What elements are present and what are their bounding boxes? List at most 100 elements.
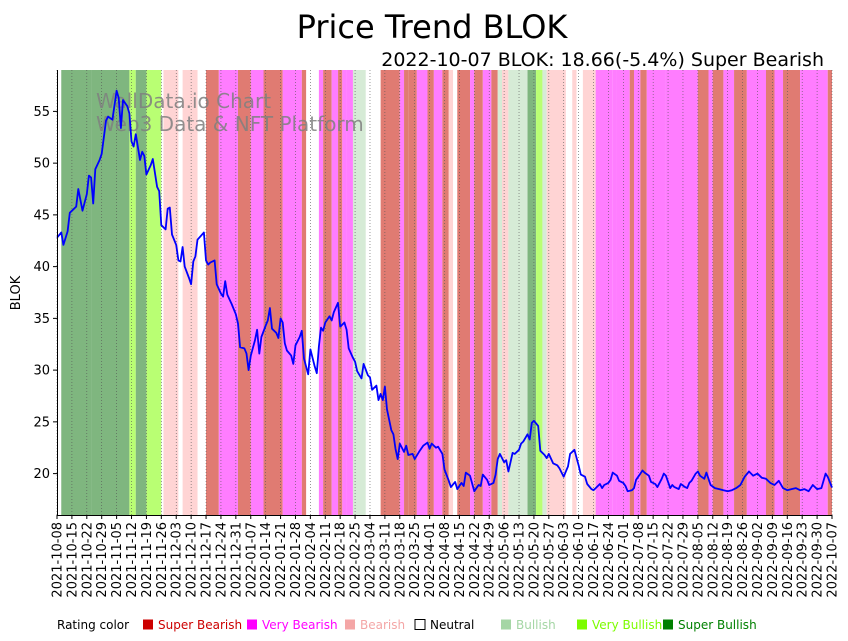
legend-item-label: Bearish [360, 618, 405, 632]
rating-band [457, 70, 471, 515]
rating-band [665, 70, 698, 515]
legend-item-label: Very Bullish [592, 618, 662, 632]
rating-band [542, 70, 547, 515]
rating-band [527, 70, 537, 515]
legend-swatch [345, 619, 355, 630]
watermark-line-2: Web3 Data & NFT Platform [96, 112, 364, 136]
rating-band [433, 70, 443, 515]
y-tick-label: 20 [33, 467, 50, 482]
watermark: WallData.io Chart Web3 Data & NFT Platfo… [96, 89, 364, 136]
watermark-line-1: WallData.io Chart [96, 89, 271, 113]
rating-band [629, 70, 634, 515]
rating-band [163, 70, 179, 515]
legend-swatch [414, 619, 426, 630]
legend-swatch [577, 619, 587, 630]
x-tick-label: 2021-12-10 [185, 522, 200, 598]
x-tick-label: 2022-02-18 [334, 522, 349, 598]
x-tick-label: 2021-12-31 [229, 522, 244, 598]
x-tick-label: 2022-09-16 [781, 522, 796, 598]
legend-label: Rating color [57, 618, 129, 632]
y-axis-label: BLOK [9, 275, 24, 310]
rating-band [595, 70, 613, 515]
x-tick-label: 2022-03-25 [408, 522, 423, 598]
vertical-gridlines [56, 70, 833, 515]
x-tick-label: 2022-03-11 [378, 522, 393, 598]
legend-item-label: Super Bullish [678, 618, 757, 632]
rating-band [380, 70, 400, 515]
rating-band [331, 70, 339, 515]
rating-band [497, 70, 502, 515]
rating-band [827, 70, 832, 515]
x-tick-label: 2022-07-01 [617, 522, 632, 598]
x-tick-label: 2022-08-19 [721, 522, 736, 598]
rating-band [399, 70, 405, 515]
price-line [56, 89, 833, 493]
rating-band [342, 70, 347, 515]
rating-band [633, 70, 641, 515]
x-tick-label: 2022-01-07 [244, 522, 259, 598]
rating-band [318, 70, 324, 515]
rating-band [783, 70, 801, 515]
x-tick-label: 2022-07-22 [662, 522, 677, 598]
x-tick-label: 2022-09-30 [811, 522, 826, 598]
x-tick-label: 2022-03-04 [363, 522, 378, 598]
rating-band [546, 70, 566, 515]
rating-band [404, 70, 409, 515]
x-tick-label: 2021-12-03 [170, 522, 185, 598]
chart-title: Price Trend BLOK [297, 8, 569, 46]
rating-band [427, 70, 434, 515]
rating-band [416, 70, 428, 515]
rating-band [218, 70, 238, 515]
rating-band [774, 70, 784, 515]
rating-band [470, 70, 475, 515]
x-tick-label: 2022-02-04 [304, 522, 319, 598]
x-tick-label: 2022-04-15 [453, 522, 468, 598]
x-tick-label: 2022-02-25 [349, 522, 364, 598]
rating-band [346, 70, 353, 515]
rating-band [572, 70, 577, 515]
x-tick-label: 2022-08-05 [691, 522, 706, 598]
legend-swatch [247, 619, 257, 630]
x-tick-label: 2022-08-12 [706, 522, 721, 598]
x-tick-label: 2022-01-21 [274, 522, 289, 598]
chart-subtitle: 2022-10-07 BLOK: 18.66(-5.4%) Super Bear… [381, 49, 824, 71]
rating-bands [61, 70, 832, 515]
x-tick-label: 2022-04-22 [468, 522, 483, 598]
rating-band [697, 70, 709, 515]
x-tick-label: 2022-05-20 [527, 522, 542, 598]
x-tick-label: 2021-11-12 [125, 522, 140, 598]
rating-band [712, 70, 724, 515]
rating-band [536, 70, 543, 515]
rating-band [282, 70, 302, 515]
legend-swatch [663, 619, 673, 630]
x-tick-label: 2021-11-19 [140, 522, 155, 598]
rating-band [408, 70, 417, 515]
rating-band [708, 70, 713, 515]
x-tick-label: 2022-01-14 [259, 522, 274, 598]
legend-swatch [501, 619, 511, 630]
rating-band [612, 70, 617, 515]
rating-band [206, 70, 219, 515]
x-tick-label: 2021-10-29 [95, 522, 110, 598]
rating-band [646, 70, 666, 515]
rating-legend: Rating color Super Bearish Very Bearish Be… [57, 618, 757, 632]
rating-band [352, 70, 366, 515]
rating-band [640, 70, 647, 515]
rating-band [263, 70, 283, 515]
rating-band [135, 70, 147, 515]
rating-band [501, 70, 509, 515]
x-tick-label: 2022-03-18 [393, 522, 408, 598]
x-tick-label: 2022-07-29 [676, 522, 691, 598]
x-tick-label: 2022-09-23 [796, 522, 811, 598]
x-tick-label: 2022-09-02 [751, 522, 766, 598]
x-tick-label: 2022-06-24 [602, 522, 617, 598]
y-tick-label: 35 [33, 312, 50, 327]
rating-band [474, 70, 483, 515]
rating-band [91, 70, 130, 515]
rating-band [448, 70, 454, 515]
y-tick-label: 40 [33, 260, 50, 275]
x-tick-label: 2021-10-22 [80, 522, 95, 598]
rating-band [442, 70, 449, 515]
x-tick-label: 2021-10-08 [51, 522, 66, 598]
rating-band [508, 70, 528, 515]
